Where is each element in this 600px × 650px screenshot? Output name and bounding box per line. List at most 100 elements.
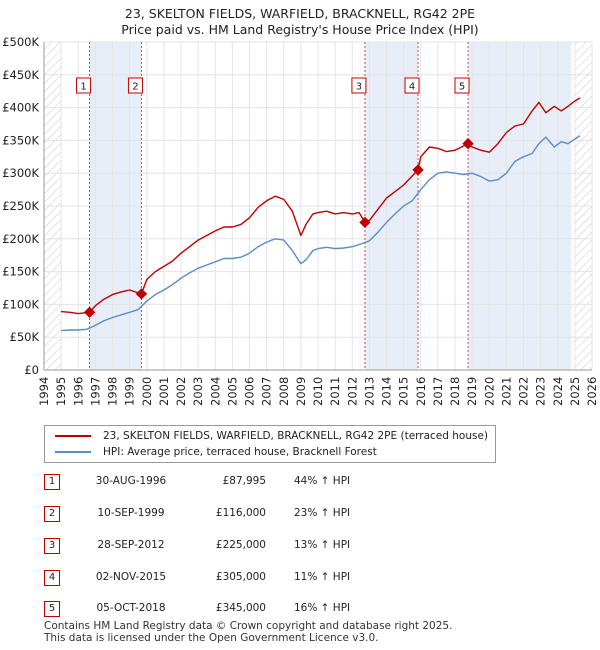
table-row: 5 05-OCT-2018 £345,000 16% ↑ HPI xyxy=(44,599,464,619)
sale-label-box xyxy=(454,77,470,94)
y-tick-label: £0 xyxy=(24,363,39,377)
gridlines xyxy=(43,41,593,371)
legend-blue-line xyxy=(55,451,91,453)
x-tick-label: 2014 xyxy=(380,377,394,406)
y-tick-label: £300K xyxy=(2,166,39,180)
x-tick-label: 2012 xyxy=(345,377,359,406)
sale-hpi-diff: 23% ↑ HPI xyxy=(294,507,351,519)
sale-point xyxy=(412,164,424,176)
sale-points xyxy=(83,138,474,318)
chart-title-line-2: Price paid vs. HM Land Registry's House … xyxy=(121,22,479,37)
x-tick-label: 1996 xyxy=(71,377,85,406)
series-lines xyxy=(61,97,581,332)
x-tick-label: 2023 xyxy=(534,377,548,406)
sale-point xyxy=(135,288,148,300)
sale-price: £225,000 xyxy=(215,539,266,551)
x-tick-label: 2016 xyxy=(414,377,428,406)
sale-label-box xyxy=(404,77,420,94)
x-tick-label: 2009 xyxy=(294,377,308,406)
y-tick-label: £350K xyxy=(2,133,39,147)
x-tick-label: 2006 xyxy=(243,377,257,406)
x-tick-label: 1997 xyxy=(88,377,102,406)
legend-hpi-label: HPI: Average price, terraced house, Brac… xyxy=(103,446,377,458)
sale-date: 30-AUG-1996 xyxy=(95,475,167,487)
legend-item-property: 23, SKELTON FIELDS, WARFIELD, BRACKNELL,… xyxy=(55,428,488,444)
y-tick-label: £150K xyxy=(2,265,39,279)
sale-label: 2 xyxy=(132,82,138,93)
sale-point xyxy=(359,216,371,229)
x-tick-label: 2026 xyxy=(585,377,599,406)
sale-hpi-diff: 13% ↑ HPI xyxy=(294,539,351,551)
sale-date: 05-OCT-2018 xyxy=(96,602,166,614)
sale-label-box xyxy=(351,77,367,94)
x-tick-label: 2011 xyxy=(328,377,342,406)
sale-label: 4 xyxy=(409,82,415,93)
legend: 23, SKELTON FIELDS, WARFIELD, BRACKNELL,… xyxy=(44,425,496,463)
sale-label: 3 xyxy=(356,82,362,93)
table-row: 1 30-AUG-1996 £87,995 44% ↑ HPI xyxy=(44,472,464,492)
sale-date: 28-SEP-2012 xyxy=(97,539,165,551)
legend-item-hpi: HPI: Average price, terraced house, Brac… xyxy=(55,444,377,460)
legend-property-label: 23, SKELTON FIELDS, WARFIELD, BRACKNELL,… xyxy=(103,430,489,442)
sale-label-box xyxy=(127,77,143,94)
sale-label: 5 xyxy=(459,82,465,93)
y-tick-label: £450K xyxy=(2,68,39,82)
sale-labels: 1 2 3 4 5 xyxy=(76,77,470,94)
hpi-line xyxy=(61,135,581,332)
sale-hpi-diff: 11% ↑ HPI xyxy=(294,571,351,583)
sale-price: £345,000 xyxy=(215,602,266,614)
x-tick-label: 2017 xyxy=(431,377,445,406)
x-tick-label: 2018 xyxy=(448,377,462,406)
y-tick-label: £100K xyxy=(2,297,39,311)
sale-point xyxy=(462,138,474,150)
property-price-line xyxy=(61,97,581,315)
y-tick-label: £200K xyxy=(2,232,39,246)
table-row: 4 02-NOV-2015 £305,000 11% ↑ HPI xyxy=(44,568,464,588)
sale-number-badge: 3 xyxy=(44,538,60,554)
x-tick-label: 1994 xyxy=(37,377,51,406)
x-tick-label: 2025 xyxy=(568,377,582,406)
x-tick-label: 1998 xyxy=(106,377,120,406)
x-tick-label: 2002 xyxy=(174,377,188,406)
x-tick-label: 2022 xyxy=(517,377,531,406)
sale-number-badge: 1 xyxy=(44,474,60,490)
sale-price: £87,995 xyxy=(222,475,266,487)
sale-hpi-diff: 44% ↑ HPI xyxy=(294,475,351,487)
x-tick-label: 2003 xyxy=(191,377,205,406)
x-tick-label: 2019 xyxy=(465,377,479,406)
x-tick-label: 2007 xyxy=(260,377,274,406)
x-tick-label: 2008 xyxy=(277,377,291,406)
chart-title-line-1: 23, SKELTON FIELDS, WARFIELD, BRACKNELL,… xyxy=(124,6,476,21)
sale-date: 02-NOV-2015 xyxy=(95,571,167,583)
sale-number-badge: 5 xyxy=(44,601,60,617)
table-row: 2 10-SEP-1999 £116,000 23% ↑ HPI xyxy=(44,504,464,524)
x-tick-label: 2000 xyxy=(140,377,154,406)
x-tick-label: 2004 xyxy=(208,377,222,406)
legend-red-line xyxy=(55,435,91,437)
x-tick-label: 1999 xyxy=(123,377,137,406)
y-tick-label: £250K xyxy=(2,199,39,213)
x-tick-label: 2024 xyxy=(551,377,565,406)
x-tick-label: 2001 xyxy=(157,377,171,406)
table-row: 3 28-SEP-2012 £225,000 13% ↑ HPI xyxy=(44,536,464,556)
x-tick-label: 2013 xyxy=(362,377,376,406)
tick-labels: £0 £50K £100K £150K £200K £250K £300K £350K £400… xyxy=(2,35,599,406)
x-tick-label: 2015 xyxy=(397,377,411,406)
x-tick-label: 2020 xyxy=(482,377,496,406)
footer-licence: This data is licensed under the Open Gov… xyxy=(44,632,379,644)
sale-date: 10-SEP-1999 xyxy=(97,507,165,519)
sale-price: £305,000 xyxy=(215,571,266,583)
y-tick-label: £500K xyxy=(2,35,39,49)
footer-copyright: Contains HM Land Registry data © Crown c… xyxy=(44,620,453,632)
sale-label-box xyxy=(76,77,92,94)
x-tick-label: 1995 xyxy=(54,377,68,406)
x-tick-label: 2005 xyxy=(225,377,239,406)
price-chart: 1 2 3 4 5 £0 £50K £100K £150K £200K £250K £300K £35… xyxy=(2,35,599,406)
y-tick-label: £400K xyxy=(2,101,39,115)
axes xyxy=(43,42,592,371)
x-tick-label: 2010 xyxy=(311,377,325,406)
x-tick-label: 2021 xyxy=(499,377,513,406)
y-tick-label: £50K xyxy=(10,330,40,344)
sale-label: 1 xyxy=(80,82,86,93)
sale-hpi-diff: 16% ↑ HPI xyxy=(294,602,351,614)
